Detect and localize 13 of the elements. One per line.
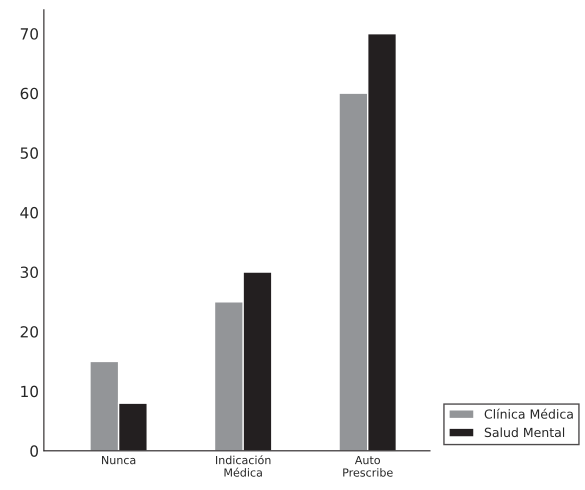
x-tick-label: Nunca bbox=[102, 456, 136, 464]
y-tick-label: 0 bbox=[30, 445, 38, 457]
y-tick-label: 10 bbox=[21, 386, 38, 398]
x-tick-label: Auto Prescribe bbox=[343, 456, 393, 477]
y-tick-label: 70 bbox=[20, 28, 38, 40]
y-tick-label: 40 bbox=[20, 206, 38, 218]
legend-label: Salud Mental bbox=[484, 427, 564, 438]
y-tick-label: 20 bbox=[20, 326, 38, 338]
y-tick-label: 30 bbox=[20, 266, 38, 278]
y-tick-label: 50 bbox=[20, 147, 38, 159]
y-tick-label: 60 bbox=[20, 88, 38, 100]
x-tick-label: Indicación Médica bbox=[216, 455, 270, 477]
legend-label: Clínica Médica bbox=[484, 408, 573, 419]
